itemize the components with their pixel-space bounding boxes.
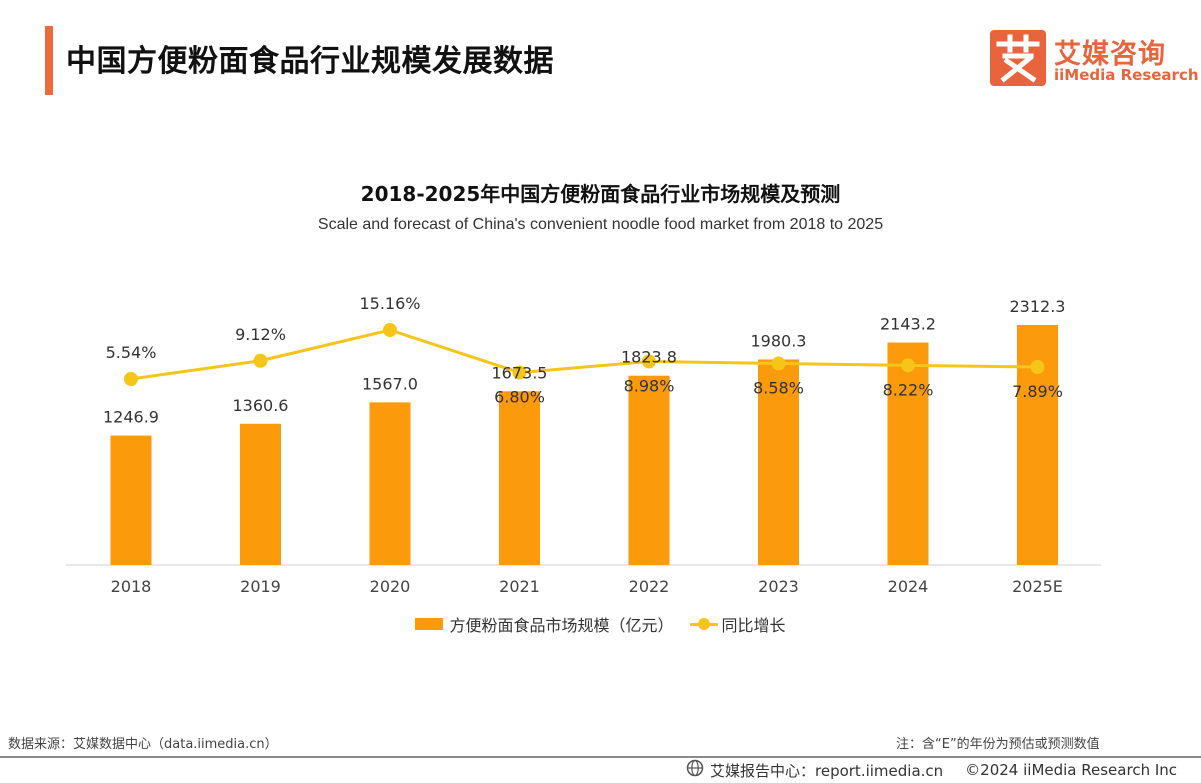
legend-item-growth[interactable]: 同比增长 [689, 612, 786, 636]
growth-point-2019 [253, 353, 268, 368]
footer-divider [0, 756, 1201, 758]
growth-point-2020 [383, 323, 397, 337]
bar-2023 [758, 359, 799, 565]
bar-value-label-2023: 1980.3 [751, 331, 807, 350]
x-tick-label-2020: 2020 [370, 577, 411, 596]
legend-label-market-size: 方便粉面食品市场规模（亿元） [449, 616, 674, 635]
forecast-note: 注：含“E”的年份为预估或预测数值 [896, 737, 1100, 752]
growth-point-2021 [512, 365, 527, 380]
growth-value-label-2019: 9.12% [235, 325, 286, 344]
bar-value-label-2018: 1246.9 [103, 408, 159, 427]
bar-value-label-2020: 1567.0 [362, 374, 418, 393]
bar-2022 [628, 375, 670, 565]
bar-2018 [110, 435, 152, 565]
iimedia-logo[interactable]: 艾媒咨询 iiMedia Research [990, 30, 1199, 86]
bar-value-label-2024: 2143.2 [880, 315, 936, 334]
globe-icon [686, 759, 704, 781]
x-tick-label-2025E: 2025E [1012, 577, 1063, 596]
x-tick-label-2024: 2024 [888, 577, 929, 596]
chart-subtitle: Scale and forecast of China's convenient… [317, 216, 884, 233]
chart-legend: 方便粉面食品市场规模（亿元） 同比增长 [0, 612, 1201, 636]
growth-point-2018 [124, 372, 138, 386]
bar-2019 [240, 423, 281, 565]
growth-point-2025E [1030, 360, 1045, 375]
growth-value-label-2023: 8.58% [753, 379, 804, 398]
report-center-link[interactable]: 艾媒报告中心：report.iimedia.cn [710, 761, 944, 780]
bar-value-label-2025E: 2312.3 [1010, 297, 1066, 316]
logo-english-text: iiMedia Research [1054, 66, 1199, 84]
footer-bar: 艾媒报告中心：report.iimedia.cn ©2024 iiMedia R… [686, 757, 1177, 783]
growth-value-label-2018: 5.54% [106, 343, 157, 362]
x-tick-label-2018: 2018 [111, 577, 152, 596]
bar-value-label-2022: 1823.8 [621, 348, 677, 367]
logo-chinese-text: 艾媒咨询 [1054, 39, 1166, 70]
legend-line-swatch [689, 618, 718, 630]
bar-2020 [369, 402, 411, 565]
logo-mark-icon [990, 30, 1046, 86]
growth-value-label-2020: 15.16% [359, 294, 420, 313]
copyright-text: ©2024 iiMedia Research Inc [965, 761, 1178, 779]
growth-point-2024 [901, 358, 915, 373]
growth-value-label-2022: 8.98% [624, 376, 675, 395]
legend-bar-swatch [415, 618, 444, 630]
growth-value-label-2025E: 7.89% [1012, 382, 1063, 401]
growth-value-label-2021: 6.80% [494, 388, 545, 407]
x-tick-label-2019: 2019 [240, 577, 281, 596]
x-tick-label-2021: 2021 [499, 577, 540, 596]
bar-2024 [887, 342, 929, 565]
legend-item-market-size[interactable]: 方便粉面食品市场规模（亿元） [415, 612, 674, 636]
bar-value-label-2021: 1673.5 [492, 363, 548, 382]
title-accent-bar [45, 26, 53, 95]
growth-value-label-2024: 8.22% [883, 380, 934, 399]
growth-point-2022 [642, 354, 656, 369]
x-tick-label-2023: 2023 [758, 577, 799, 596]
chart-title: 2018-2025年中国方便粉面食品行业市场规模及预测 [360, 182, 841, 206]
bar-2021 [499, 391, 540, 565]
x-tick-label-2022: 2022 [629, 577, 670, 596]
bar-value-label-2019: 1360.6 [233, 396, 289, 415]
page-title: 中国方便粉面食品行业规模发展数据 [66, 44, 554, 79]
data-source: 数据来源：艾媒数据中心（data.iimedia.cn） [8, 737, 278, 752]
legend-label-growth: 同比增长 [721, 616, 786, 635]
growth-line [130, 328, 1038, 381]
growth-point-2023 [771, 356, 786, 371]
